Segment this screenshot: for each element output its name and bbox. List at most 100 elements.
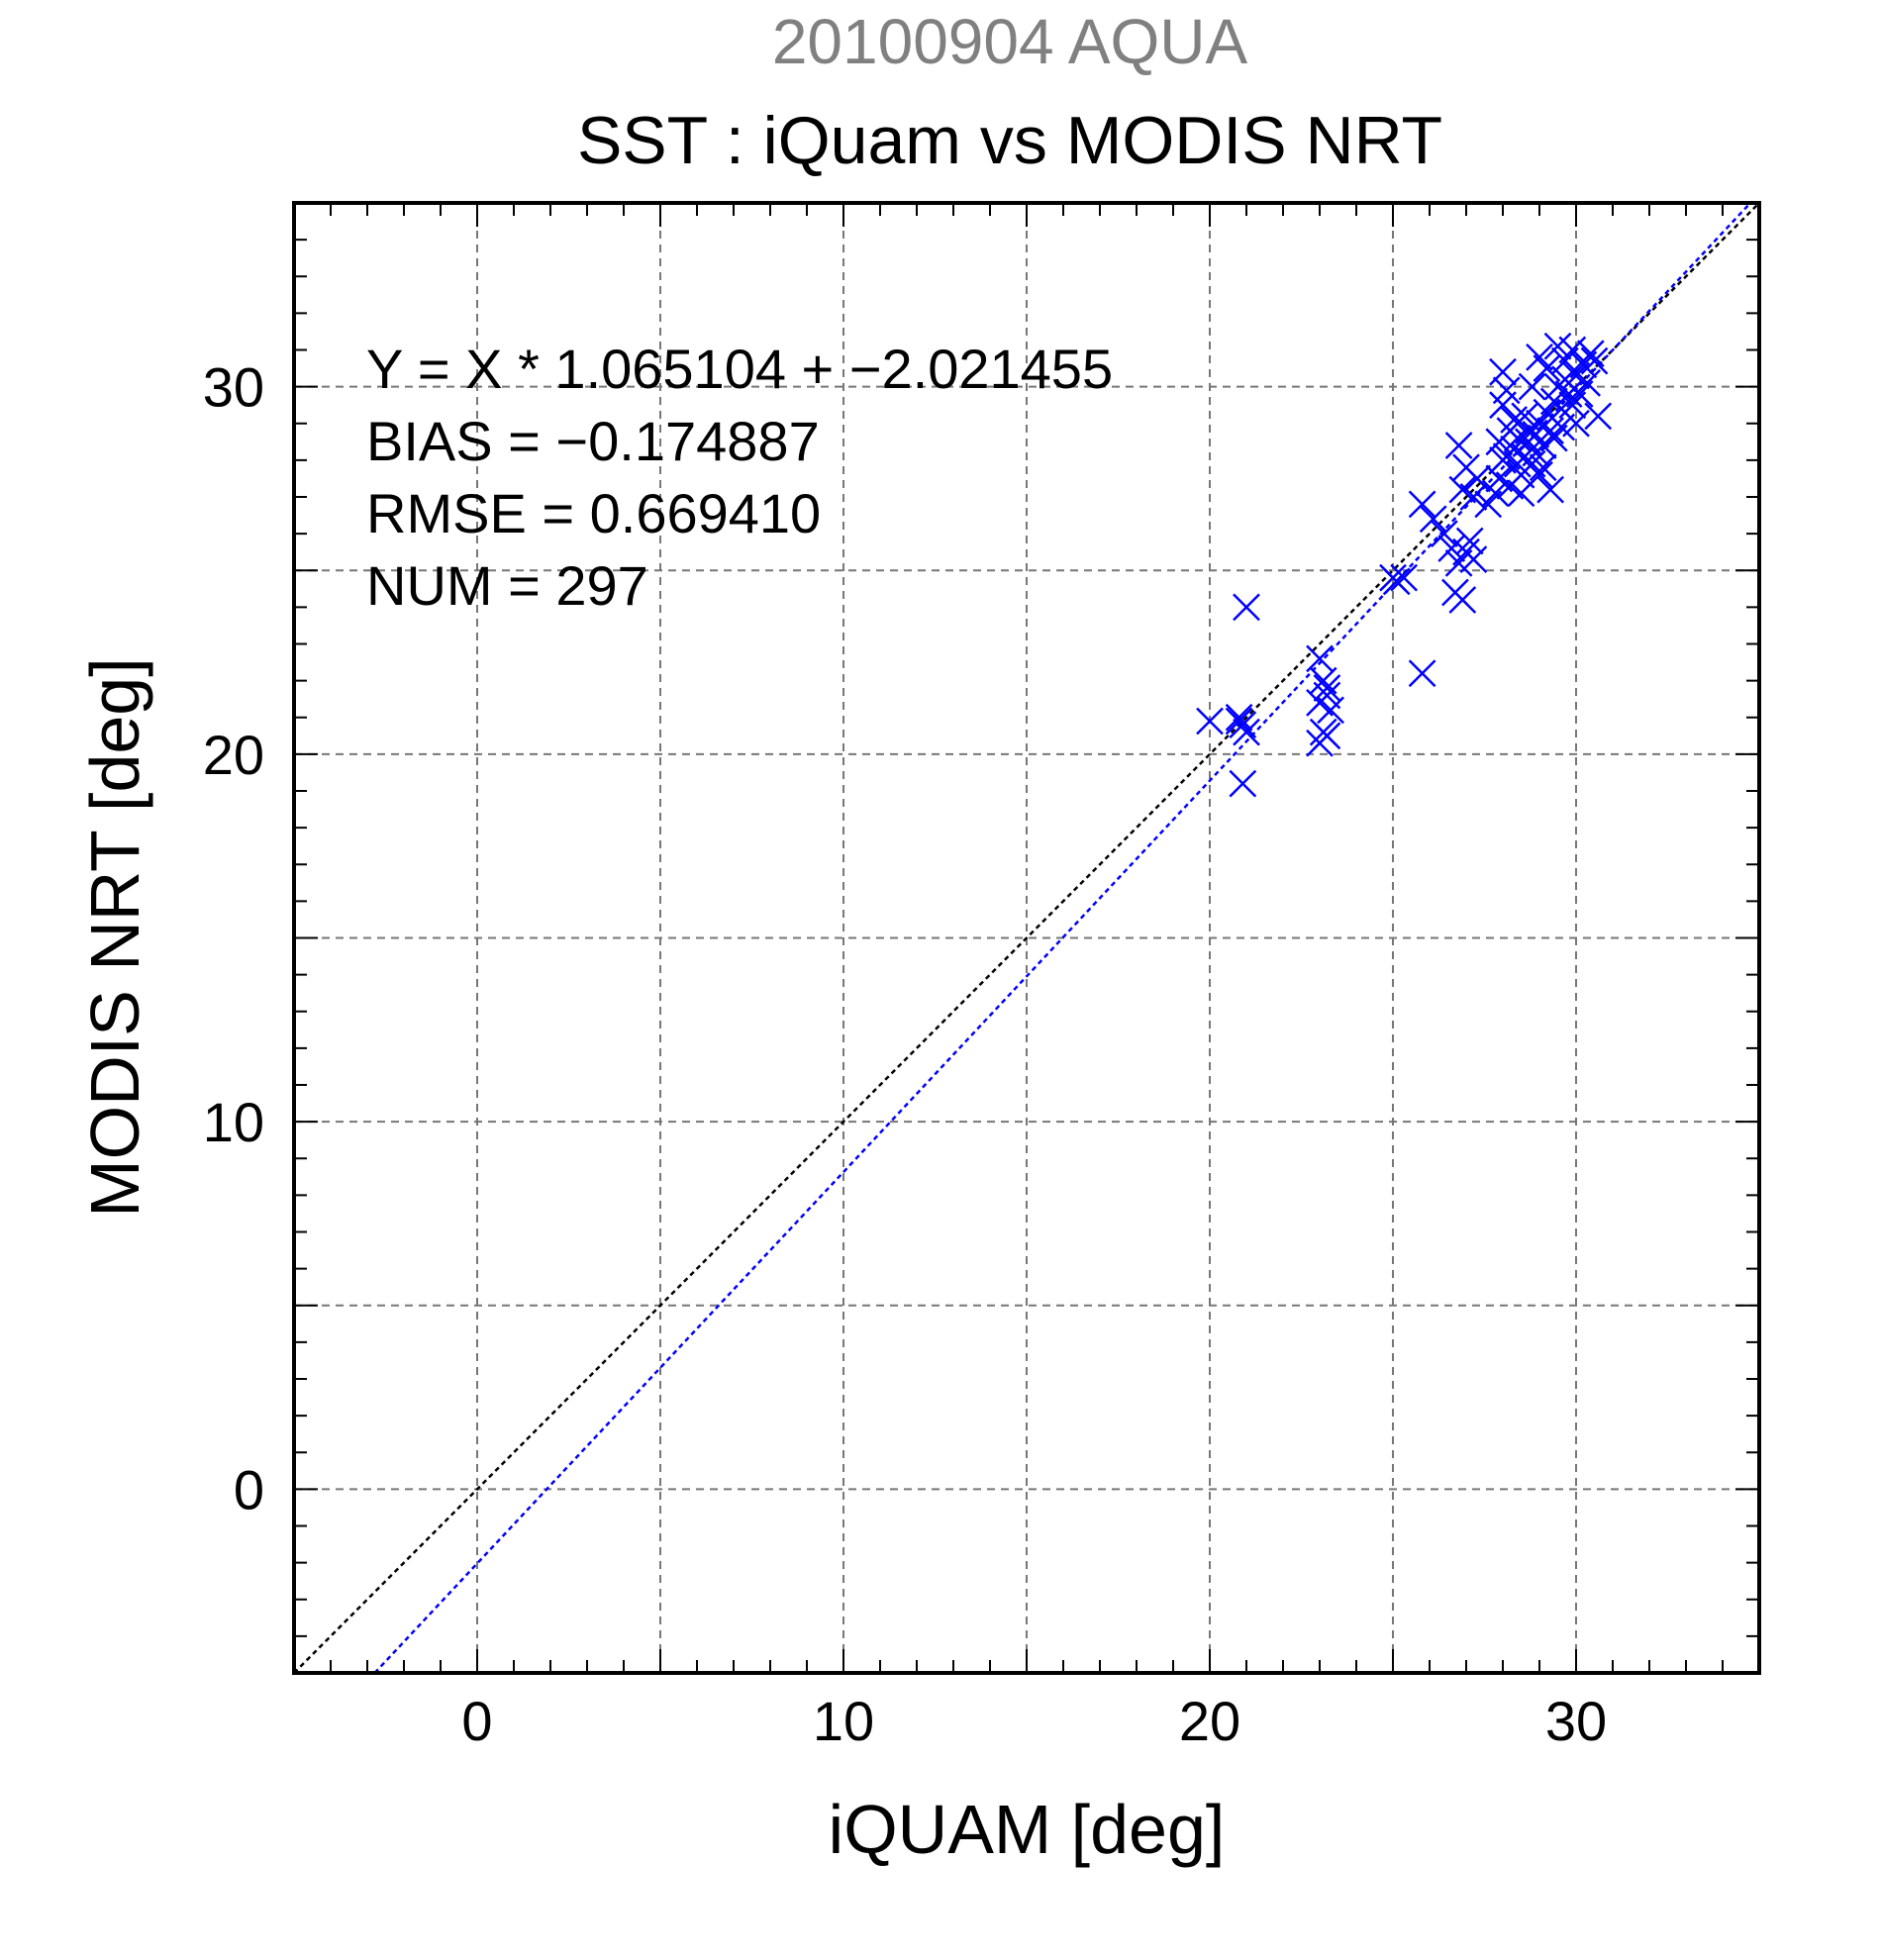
rmse-stat: RMSE = 0.669410: [366, 482, 821, 544]
data-point: [1496, 471, 1525, 500]
point-stroke: [1459, 483, 1488, 511]
data-point: [1463, 464, 1491, 493]
point-stroke: [1576, 340, 1605, 368]
point-stroke: [1419, 505, 1447, 534]
point-stroke: [1496, 471, 1525, 500]
data-point: [1448, 586, 1477, 614]
point-stroke: [1533, 354, 1561, 382]
data-point: [1382, 567, 1411, 596]
x-tick-label: 20: [1179, 1690, 1240, 1752]
x-tick-label: 0: [461, 1690, 492, 1752]
point-stroke: [1573, 369, 1601, 397]
point-stroke: [1225, 707, 1253, 735]
point-stroke: [1507, 479, 1535, 508]
point-stroke: [1408, 490, 1436, 519]
data-point: [1539, 424, 1568, 452]
data-point: [1515, 417, 1542, 445]
point-stroke: [1489, 391, 1517, 420]
data-point: [1233, 718, 1260, 746]
point-stroke: [1408, 659, 1436, 688]
point-stroke: [1455, 527, 1484, 555]
point-stroke: [1313, 722, 1341, 750]
point-stroke: [1485, 428, 1514, 456]
data-point: [1522, 439, 1550, 467]
point-stroke: [1459, 545, 1488, 573]
point-stroke: [1233, 593, 1260, 622]
point-stroke: [1444, 432, 1473, 459]
point-stroke: [1536, 475, 1564, 504]
y-tick-label: 30: [203, 356, 264, 419]
data-point: [1313, 722, 1341, 750]
point-stroke: [1539, 424, 1568, 452]
data-point: [1580, 346, 1609, 375]
point-stroke: [1390, 563, 1418, 592]
y-tick-labels: 0 10 20 30: [203, 356, 264, 1521]
data-point: [1536, 417, 1564, 445]
point-stroke: [1229, 769, 1257, 798]
data-point: [1518, 372, 1546, 401]
data-point: [1196, 707, 1224, 735]
chart-title: SST : iQuam vs MODIS NRT: [577, 103, 1442, 178]
point-stroke: [1430, 520, 1458, 548]
data-point: [1500, 406, 1528, 434]
data-point: [1430, 520, 1458, 548]
point-stroke: [1233, 718, 1260, 746]
point-stroke: [1558, 336, 1587, 364]
point-stroke: [1511, 402, 1539, 431]
point-stroke: [1584, 402, 1613, 431]
data-point: [1408, 490, 1436, 519]
data-point: [1584, 402, 1613, 431]
bias-stat: BIAS = −0.174887: [366, 410, 820, 472]
data-point: [1576, 340, 1605, 368]
point-stroke: [1529, 453, 1557, 482]
data-point: [1489, 391, 1517, 420]
point-stroke: [1500, 406, 1528, 434]
point-stroke: [1306, 689, 1334, 717]
point-stroke: [1448, 586, 1477, 614]
data-point: [1558, 336, 1587, 364]
y-axis-label: MODIS NRT [deg]: [76, 657, 153, 1217]
y-tick-label: 20: [203, 724, 264, 786]
y-tick-label: 10: [203, 1091, 264, 1153]
stats-box: Y = X * 1.065104 + −2.021455 BIAS = −0.1…: [366, 338, 1113, 617]
data-point: [1536, 475, 1564, 504]
data-point: [1459, 545, 1488, 573]
x-tick-labels: 0 10 20 30: [461, 1690, 1607, 1752]
x-tick-label: 30: [1545, 1690, 1607, 1752]
plot-frame: [292, 201, 1761, 1675]
point-stroke: [1196, 707, 1224, 735]
data-point: [1225, 703, 1253, 732]
data-point: [1455, 527, 1484, 555]
point-stroke: [1382, 567, 1411, 596]
fit-equation: Y = X * 1.065104 + −2.021455: [366, 338, 1113, 400]
data-point: [1419, 505, 1447, 534]
point-stroke: [1522, 439, 1550, 467]
data-points: [1196, 332, 1613, 798]
data-point: [1485, 428, 1514, 456]
data-point: [1313, 674, 1341, 702]
point-stroke: [1543, 332, 1572, 360]
point-stroke: [1503, 449, 1532, 478]
data-point: [1408, 659, 1436, 688]
num-stat: NUM = 297: [366, 554, 648, 617]
data-point: [1533, 354, 1561, 382]
chart-subtitle: 20100904 AQUA: [772, 6, 1248, 77]
point-stroke: [1309, 666, 1337, 695]
data-point: [1573, 369, 1601, 397]
point-stroke: [1580, 346, 1609, 375]
point-stroke: [1515, 417, 1542, 445]
data-point: [1529, 453, 1557, 482]
data-point: [1554, 380, 1583, 408]
point-stroke: [1526, 343, 1553, 371]
point-stroke: [1536, 417, 1564, 445]
data-point: [1233, 593, 1260, 622]
point-stroke: [1437, 535, 1466, 562]
point-stroke: [1492, 442, 1521, 471]
point-stroke: [1463, 464, 1491, 493]
data-point: [1444, 432, 1473, 459]
x-axis-label: iQUAM [deg]: [829, 1791, 1226, 1868]
point-stroke: [1448, 475, 1477, 504]
data-point: [1229, 769, 1257, 798]
x-tick-label: 10: [813, 1690, 874, 1752]
